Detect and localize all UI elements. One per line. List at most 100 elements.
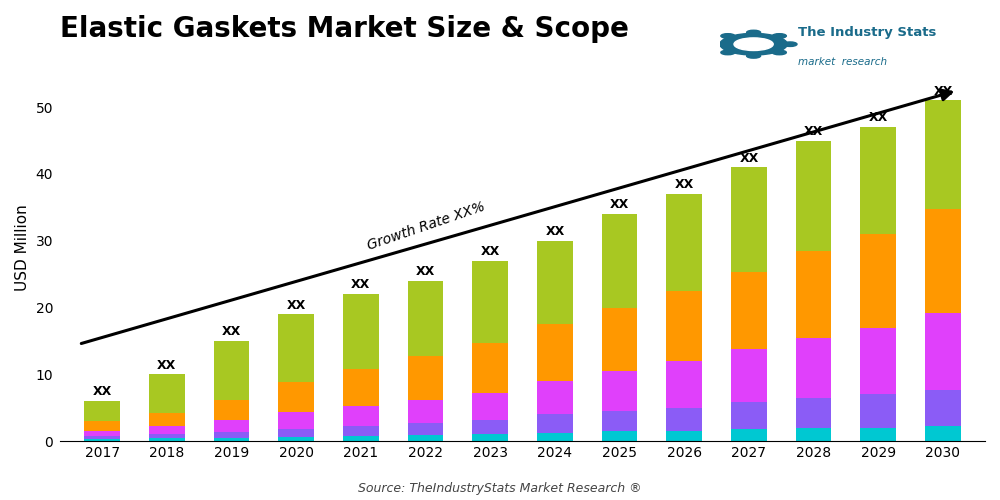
Bar xyxy=(149,438,185,441)
Bar xyxy=(731,272,767,349)
Text: XX: XX xyxy=(739,152,759,164)
Bar xyxy=(278,437,314,441)
Text: XX: XX xyxy=(933,85,953,98)
Text: market  research: market research xyxy=(798,57,888,67)
Bar xyxy=(537,240,573,324)
Text: XX: XX xyxy=(675,178,694,192)
Bar xyxy=(84,421,120,431)
Bar xyxy=(343,426,379,436)
Bar xyxy=(472,343,508,393)
Bar xyxy=(925,426,961,441)
Circle shape xyxy=(747,30,761,35)
Bar xyxy=(408,423,443,435)
Bar xyxy=(925,313,961,390)
Bar xyxy=(666,291,702,361)
Bar xyxy=(214,420,249,432)
Circle shape xyxy=(772,34,786,38)
Text: XX: XX xyxy=(222,326,241,338)
Text: Source: TheIndustryStats Market Research ®: Source: TheIndustryStats Market Research… xyxy=(358,482,642,495)
Bar xyxy=(278,314,314,382)
Bar xyxy=(149,426,185,434)
Bar xyxy=(925,100,961,210)
Bar xyxy=(149,434,185,438)
Bar xyxy=(731,402,767,429)
Text: Growth Rate XX%: Growth Rate XX% xyxy=(365,199,487,252)
Bar xyxy=(860,428,896,441)
Bar xyxy=(537,414,573,433)
Bar xyxy=(860,127,896,234)
Bar xyxy=(84,431,120,436)
Bar xyxy=(343,406,379,426)
Bar xyxy=(602,411,637,431)
Circle shape xyxy=(721,50,735,54)
Bar xyxy=(343,436,379,441)
Bar xyxy=(214,341,249,400)
Bar xyxy=(925,390,961,426)
Bar xyxy=(860,234,896,328)
Text: XX: XX xyxy=(93,386,112,398)
Bar xyxy=(666,361,702,408)
Bar xyxy=(472,434,508,441)
Text: Elastic Gaskets Market Size & Scope: Elastic Gaskets Market Size & Scope xyxy=(60,15,629,43)
Bar xyxy=(278,382,314,412)
Circle shape xyxy=(734,38,773,50)
Bar xyxy=(796,250,831,338)
Bar xyxy=(731,429,767,441)
Bar xyxy=(408,435,443,441)
Bar xyxy=(796,140,831,250)
Bar xyxy=(343,369,379,406)
Text: XX: XX xyxy=(481,245,500,258)
Text: The Industry Stats: The Industry Stats xyxy=(798,26,937,39)
Bar xyxy=(278,429,314,437)
Circle shape xyxy=(772,50,786,54)
Bar xyxy=(602,371,637,411)
Bar xyxy=(731,167,767,272)
Bar xyxy=(537,433,573,441)
Circle shape xyxy=(710,42,724,46)
Text: XX: XX xyxy=(869,112,888,124)
Bar xyxy=(796,428,831,441)
Text: XX: XX xyxy=(804,125,823,138)
Bar xyxy=(343,294,379,369)
Bar xyxy=(149,374,185,413)
Bar xyxy=(537,324,573,381)
Bar xyxy=(602,308,637,371)
Text: XX: XX xyxy=(351,278,370,291)
Circle shape xyxy=(783,42,797,46)
Bar xyxy=(537,381,573,414)
Bar xyxy=(84,401,120,421)
Bar xyxy=(666,431,702,441)
Text: XX: XX xyxy=(416,265,435,278)
Bar xyxy=(278,412,314,429)
Text: XX: XX xyxy=(287,298,306,312)
Bar xyxy=(731,349,767,403)
Circle shape xyxy=(720,34,787,55)
Bar xyxy=(84,439,120,441)
Bar xyxy=(472,261,508,343)
Bar xyxy=(796,338,831,398)
Bar xyxy=(925,210,961,313)
Bar xyxy=(84,436,120,439)
Bar xyxy=(602,431,637,441)
Bar xyxy=(472,393,508,420)
Bar xyxy=(408,281,443,356)
Bar xyxy=(214,432,249,438)
Text: XX: XX xyxy=(545,225,565,238)
Text: XX: XX xyxy=(157,358,176,372)
Bar xyxy=(602,214,637,308)
Bar xyxy=(796,398,831,428)
Circle shape xyxy=(747,54,761,58)
Bar xyxy=(214,438,249,441)
Bar xyxy=(408,400,443,423)
Bar xyxy=(214,400,249,420)
Bar xyxy=(666,194,702,291)
Bar xyxy=(860,394,896,428)
Bar xyxy=(666,408,702,431)
Circle shape xyxy=(721,34,735,38)
Bar xyxy=(472,420,508,434)
Bar xyxy=(408,356,443,400)
Bar xyxy=(149,413,185,426)
Bar xyxy=(860,328,896,394)
Y-axis label: USD Million: USD Million xyxy=(15,204,30,291)
Text: XX: XX xyxy=(610,198,629,211)
